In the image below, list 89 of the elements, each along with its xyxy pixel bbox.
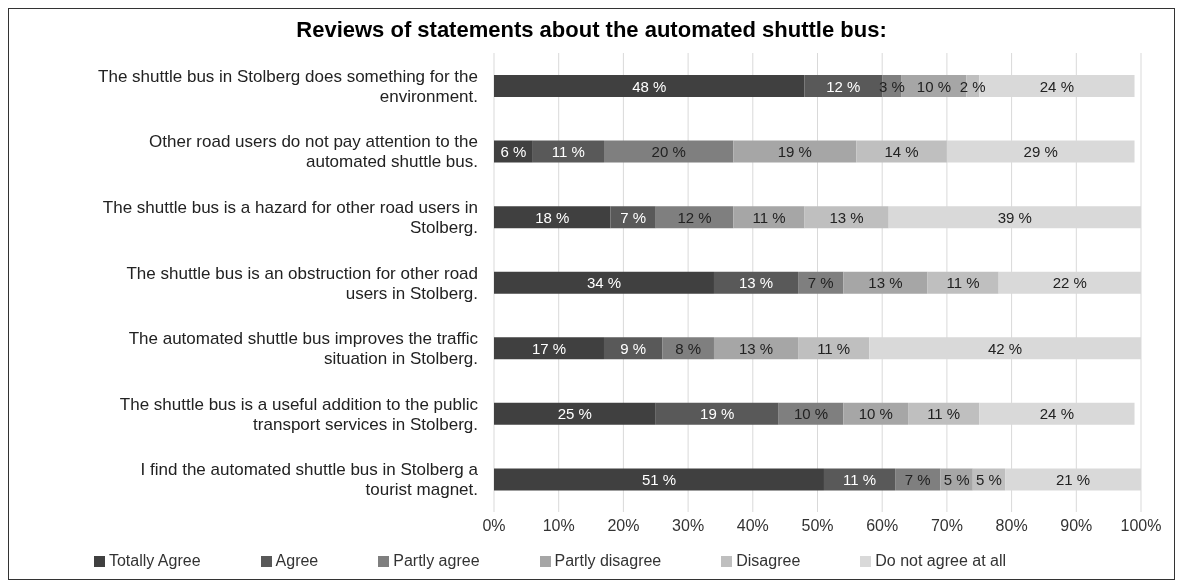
data-label: 19 % <box>700 405 735 423</box>
x-tick-label: 30% <box>672 517 705 535</box>
bar <box>655 206 734 229</box>
legend-label: Disagree <box>736 552 801 569</box>
x-tick-label: 0% <box>482 517 506 535</box>
data-label: 39 % <box>997 208 1032 226</box>
bar <box>713 271 799 294</box>
data-label: 11 % <box>817 339 851 357</box>
data-label: 10 % <box>916 77 952 95</box>
chart-title: Reviews of statements about the automated shuttle bus: <box>295 17 888 44</box>
data-label: 24 % <box>1039 77 1074 95</box>
y-tick-label: The shuttle bus is a useful addition to the public transport services in Stolberg. <box>119 394 479 434</box>
data-label: 7 % <box>620 208 647 226</box>
bar <box>804 206 889 229</box>
legend-label: Agree <box>275 552 319 569</box>
y-tick-label: Other road users do not pay attention to the automated shuttle bus. <box>149 131 478 171</box>
data-label: 5 % <box>943 470 970 488</box>
legend-label: Totally Agree <box>108 552 201 569</box>
bar <box>655 402 779 425</box>
data-label: 51 % <box>641 470 677 488</box>
y-tick-label: The automated shuttle bus improves the traffic situation in Stolberg. <box>128 328 479 368</box>
data-label: 13 % <box>738 274 774 292</box>
data-label: 6 % <box>500 143 527 161</box>
bar <box>733 140 857 163</box>
bar <box>494 337 604 360</box>
bar <box>713 337 799 360</box>
data-label: 5 % <box>976 470 1002 488</box>
data-label: 22 % <box>1052 274 1087 292</box>
data-label: 7 % <box>904 470 931 488</box>
data-label: 11 % <box>752 208 786 226</box>
data-label: 11 % <box>843 470 877 488</box>
bar <box>494 271 714 294</box>
bar <box>798 337 870 360</box>
data-label: 14 % <box>884 143 919 161</box>
data-label: 18 % <box>535 208 570 226</box>
bar <box>843 271 928 294</box>
x-tick-label: 70% <box>930 517 963 535</box>
data-label: 13 % <box>829 208 864 226</box>
bar <box>532 140 604 163</box>
data-label: 3 % <box>878 77 905 95</box>
bar <box>733 206 805 229</box>
x-tick-label: 10% <box>542 517 575 535</box>
bar <box>494 402 656 425</box>
data-label: 19 % <box>777 143 812 161</box>
data-label: 10 % <box>858 405 893 423</box>
x-tick-label: 40% <box>736 517 769 535</box>
bar <box>908 402 980 425</box>
data-label: 29 % <box>1023 143 1058 161</box>
y-tick-label: I find the automated shuttle bus in Stolberg a tourist magnet. <box>140 459 479 499</box>
data-label: 34 % <box>586 274 622 292</box>
bar <box>856 140 947 163</box>
data-label: 17 % <box>531 339 567 357</box>
x-tick-label: 90% <box>1060 517 1093 535</box>
x-tick-label: 60% <box>866 517 899 535</box>
legend-label: Partly disagree <box>554 552 662 569</box>
y-tick-label: The shuttle bus is a hazard for other road users in Stolberg. <box>102 197 478 237</box>
legend-label: Partly agree <box>393 552 480 569</box>
data-label: 42 % <box>988 339 1023 357</box>
data-label: 2 % <box>959 77 986 95</box>
y-tick-label: The shuttle bus is an obstruction for other road users in Stolberg. <box>126 263 478 302</box>
data-label: 10 % <box>793 405 829 423</box>
bar <box>823 468 896 491</box>
bar <box>610 206 656 229</box>
data-label: 24 % <box>1039 405 1074 423</box>
bar <box>494 75 805 97</box>
data-label: 21 % <box>1055 470 1091 488</box>
bar <box>494 468 824 491</box>
data-label: 11 % <box>946 274 980 292</box>
data-label: 20 % <box>651 143 686 161</box>
x-tick-label: 50% <box>801 517 834 535</box>
data-label: 11 % <box>551 143 585 161</box>
data-label: 11 % <box>927 405 961 423</box>
data-label: 7 % <box>807 274 834 292</box>
bar <box>603 140 734 163</box>
x-tick-label: 100% <box>1120 517 1162 535</box>
data-label: 25 % <box>557 405 592 423</box>
x-tick-label: 20% <box>607 517 640 535</box>
data-label: 12 % <box>677 208 712 226</box>
data-label: 8 % <box>675 339 702 357</box>
y-tick-label: The shuttle bus in Stolberg does something for the environment. <box>98 66 478 106</box>
x-tick-label: 80% <box>995 517 1028 535</box>
data-label: 13 % <box>738 339 774 357</box>
bar <box>927 271 999 294</box>
data-label: 9 % <box>620 339 647 357</box>
data-label: 48 % <box>632 77 667 95</box>
bar <box>494 206 611 229</box>
legend-label: Do not agree at all <box>875 552 1007 569</box>
data-label: 13 % <box>868 274 903 292</box>
data-label: 12 % <box>826 77 861 95</box>
